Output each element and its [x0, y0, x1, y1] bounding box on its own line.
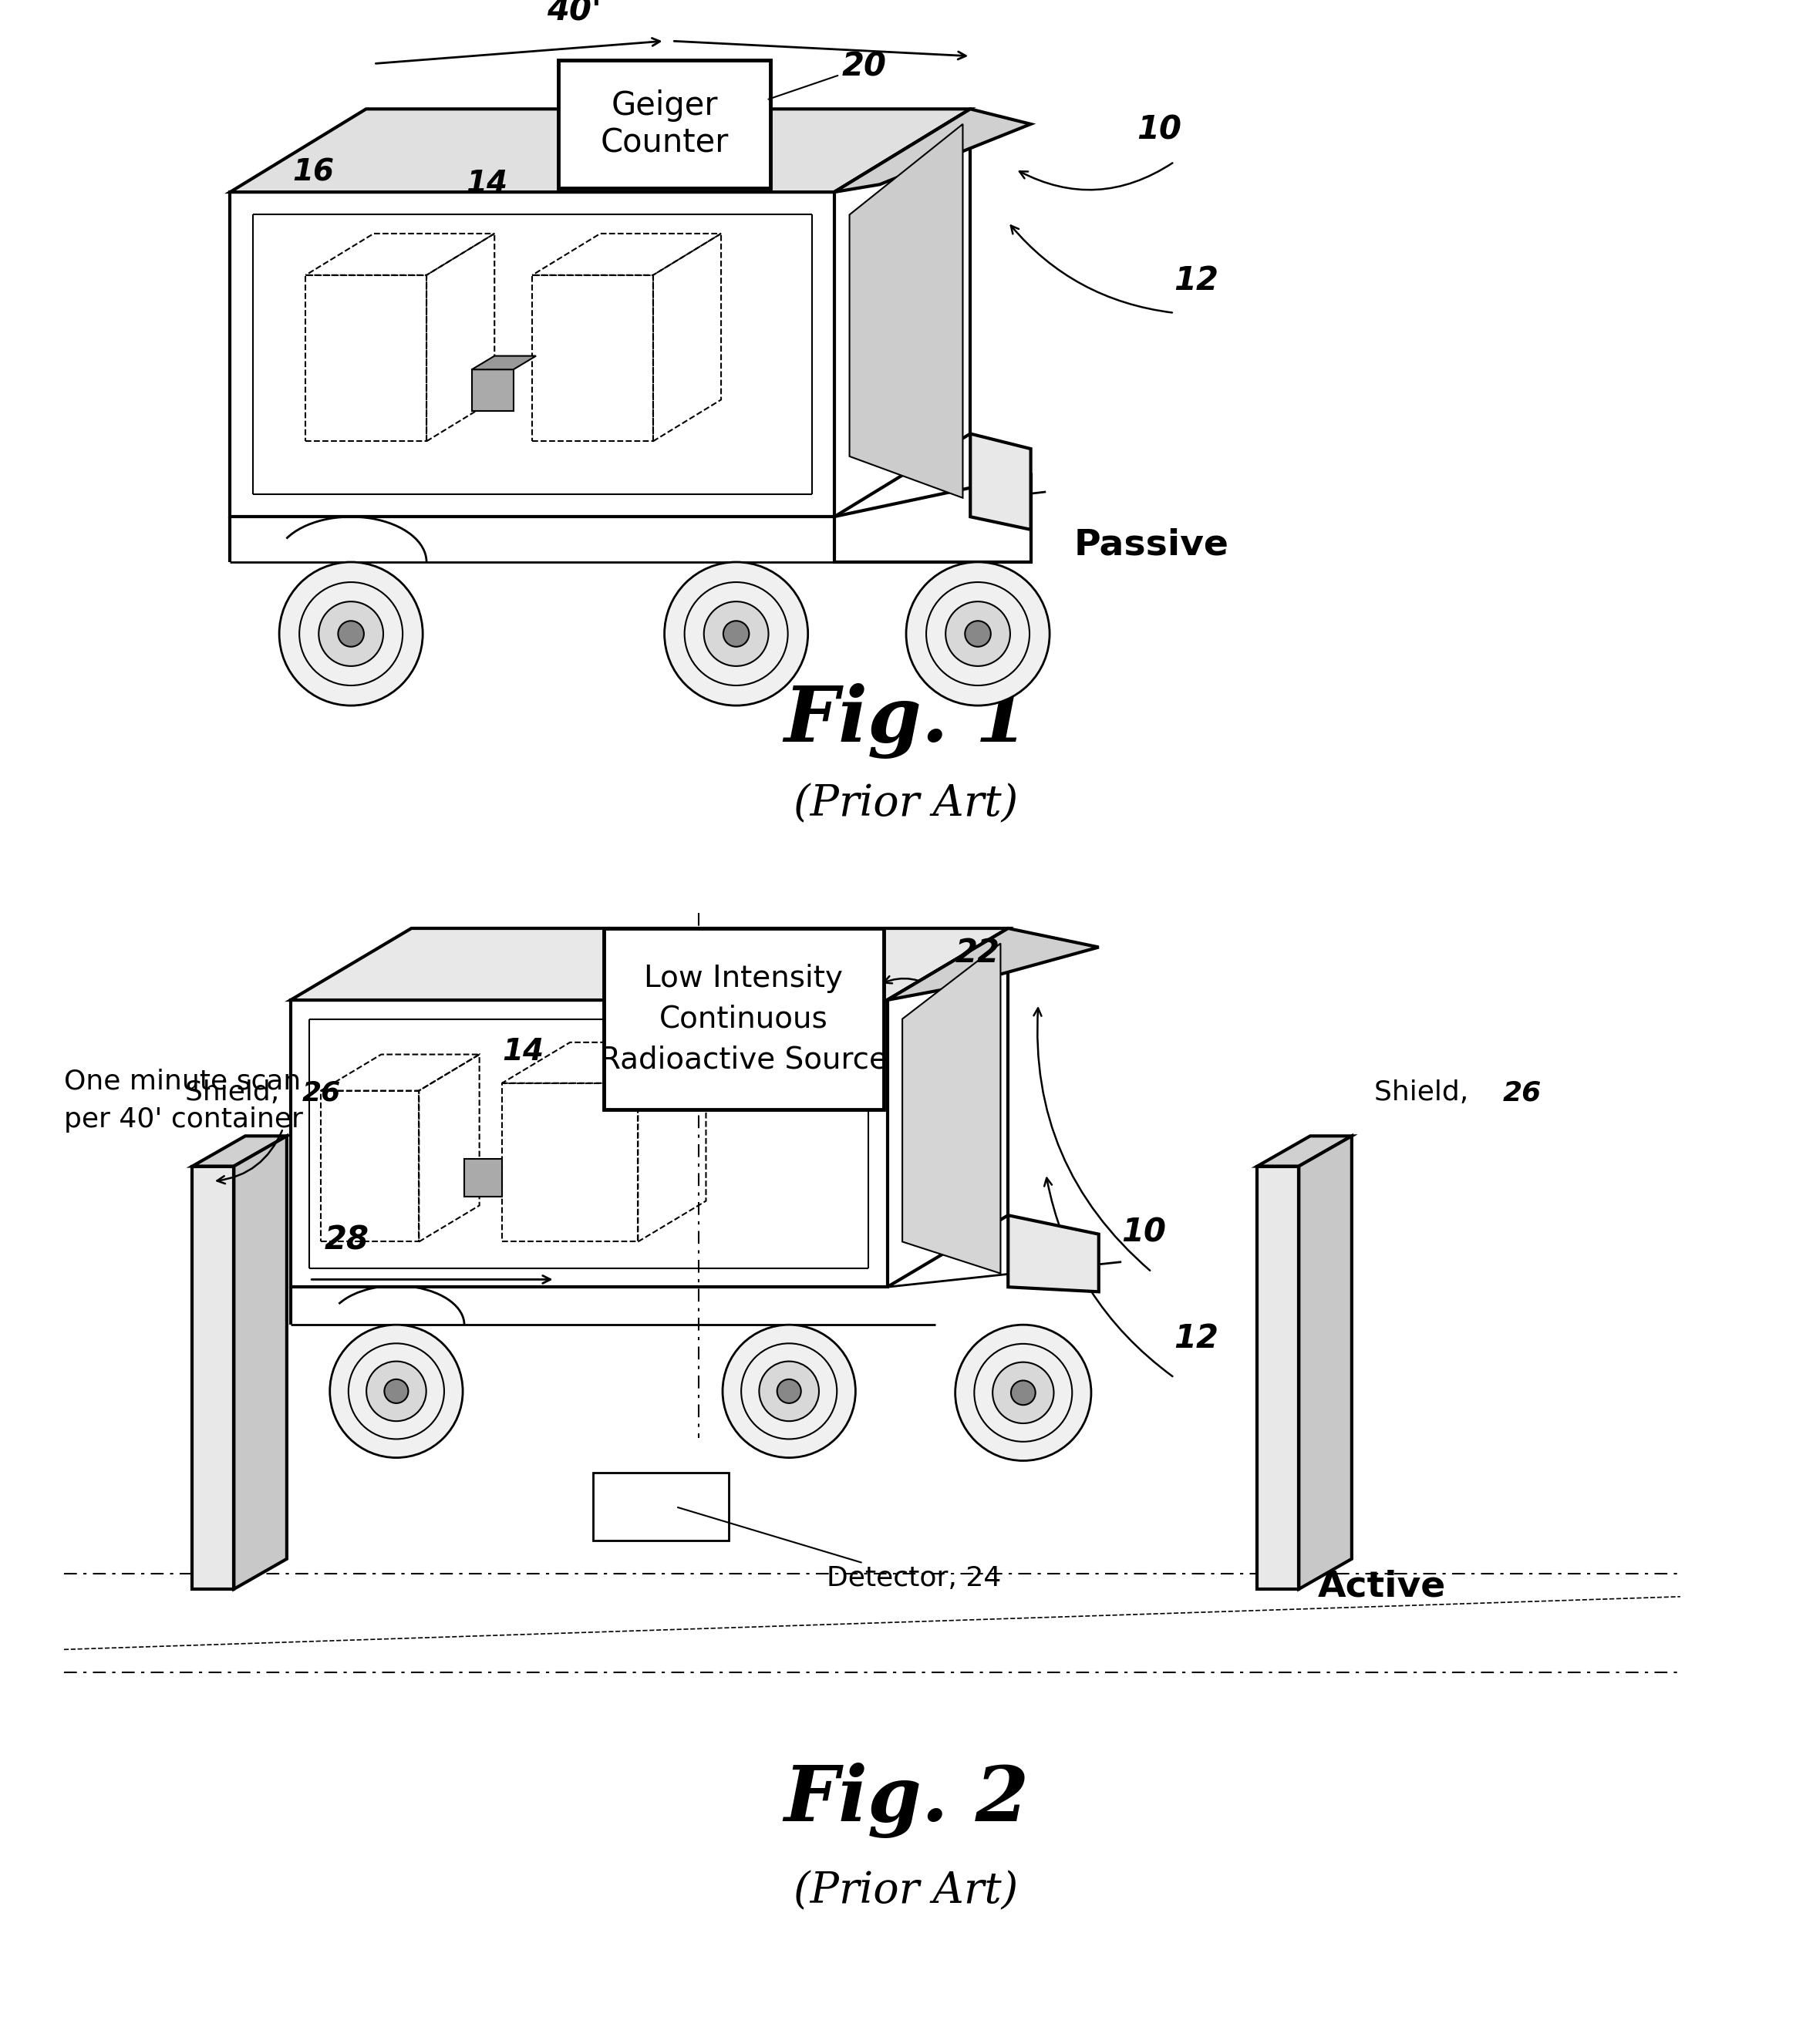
Circle shape [778, 1380, 801, 1402]
Text: One minute scan
per 40' container: One minute scan per 40' container [63, 1069, 303, 1132]
Polygon shape [1008, 1216, 1099, 1292]
Circle shape [955, 1325, 1091, 1461]
Text: 28: 28 [325, 1224, 370, 1257]
Text: 40': 40' [546, 0, 602, 27]
Circle shape [1012, 1380, 1035, 1404]
FancyBboxPatch shape [604, 928, 883, 1110]
Text: Shield,: Shield, [1374, 1079, 1478, 1106]
Polygon shape [593, 1474, 729, 1541]
Text: (Prior Art): (Prior Art) [794, 1870, 1019, 1913]
Text: 26: 26 [1503, 1079, 1541, 1106]
Polygon shape [834, 108, 1032, 192]
Polygon shape [192, 1167, 234, 1588]
Text: 12: 12 [1175, 266, 1218, 296]
Polygon shape [230, 192, 834, 517]
Polygon shape [903, 944, 1001, 1273]
Polygon shape [290, 928, 1008, 1000]
Circle shape [319, 601, 383, 666]
Circle shape [337, 621, 364, 646]
Circle shape [330, 1325, 462, 1457]
Circle shape [723, 621, 749, 646]
Polygon shape [234, 1136, 286, 1588]
Text: 10: 10 [1137, 114, 1182, 145]
Polygon shape [1258, 1167, 1298, 1588]
Text: 16: 16 [616, 143, 658, 172]
Polygon shape [464, 1159, 502, 1196]
Text: 14: 14 [466, 170, 508, 198]
Text: 20: 20 [769, 51, 887, 100]
Circle shape [906, 562, 1050, 705]
Text: Geiger
Counter: Geiger Counter [600, 90, 729, 159]
Polygon shape [887, 928, 1099, 1000]
Text: Low Intensity
Continuous
Radioactive Source: Low Intensity Continuous Radioactive Sou… [600, 963, 888, 1075]
Polygon shape [850, 125, 963, 499]
Circle shape [992, 1361, 1053, 1423]
Circle shape [664, 562, 809, 705]
Text: 26: 26 [303, 1079, 341, 1106]
Polygon shape [471, 356, 537, 370]
Text: 14: 14 [502, 1038, 544, 1067]
Circle shape [946, 601, 1010, 666]
Text: Active: Active [1318, 1570, 1447, 1605]
Polygon shape [290, 1000, 887, 1288]
Text: Fig. 2: Fig. 2 [783, 1762, 1028, 1838]
Circle shape [723, 1325, 856, 1457]
Text: Detector, 24: Detector, 24 [678, 1506, 1001, 1592]
FancyBboxPatch shape [558, 59, 771, 188]
Text: 12: 12 [1175, 1322, 1218, 1355]
Polygon shape [471, 370, 513, 411]
Polygon shape [970, 433, 1032, 529]
Circle shape [384, 1380, 408, 1402]
Text: Passive: Passive [1073, 527, 1229, 562]
Text: 16: 16 [292, 157, 334, 186]
Text: 10: 10 [1122, 1216, 1166, 1249]
Polygon shape [834, 474, 1032, 562]
Circle shape [965, 621, 990, 646]
Text: (Prior Art): (Prior Art) [794, 783, 1019, 826]
Text: Fig. 1: Fig. 1 [783, 683, 1028, 758]
Circle shape [366, 1361, 426, 1421]
Polygon shape [1258, 1136, 1352, 1167]
Polygon shape [192, 1136, 286, 1167]
Polygon shape [1298, 1136, 1352, 1588]
Text: 22: 22 [955, 936, 1001, 969]
Circle shape [279, 562, 422, 705]
Polygon shape [230, 108, 970, 192]
Text: Shield,: Shield, [185, 1079, 288, 1106]
Circle shape [760, 1361, 819, 1421]
Circle shape [703, 601, 769, 666]
